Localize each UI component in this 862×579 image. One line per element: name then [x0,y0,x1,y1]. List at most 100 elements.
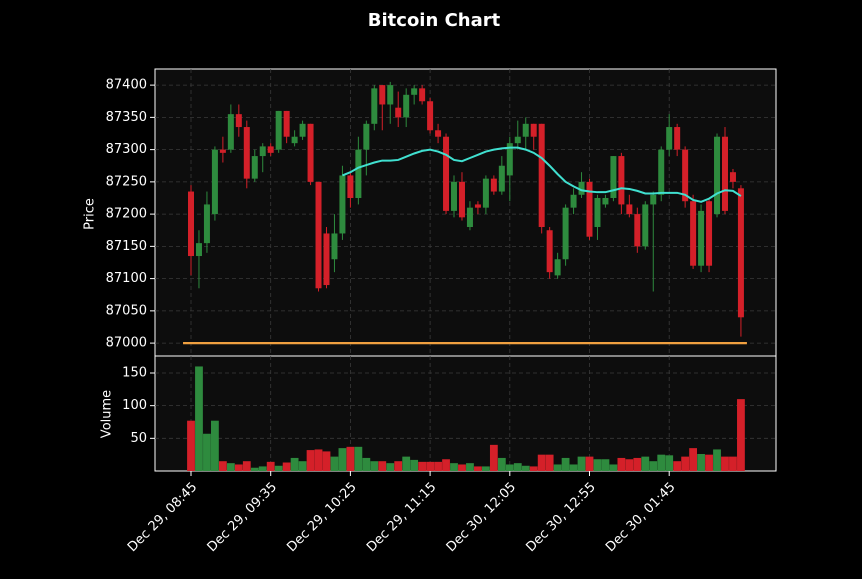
volume-bar [458,464,466,471]
candle-body [721,136,728,211]
candle-body [729,172,736,182]
volume-bar [569,464,578,471]
volume-bar [386,463,395,471]
volume-bar [673,461,682,471]
y-tick-label: 50 [130,431,147,446]
candle-body [674,127,681,150]
y-tick-label: 87000 [106,336,147,351]
volume-bar [322,451,331,471]
y-tick-label: 87050 [106,303,147,318]
volume-bar [505,464,514,471]
volume-bar [474,466,482,471]
volume-bar [705,454,713,471]
volume-bar [426,461,434,471]
volume-bar [314,449,323,471]
volume-bar [466,463,474,471]
candle-body [203,204,210,244]
y-tick-label: 87150 [106,239,147,254]
candle-body [498,165,505,192]
volume-bar [402,456,411,471]
volume-bar [234,464,243,471]
volume-bar [250,467,259,471]
volume-bar [266,461,275,471]
volume-bar [545,454,554,471]
candle-body [379,85,386,105]
volume-bar [354,446,363,471]
candle-body [451,181,458,211]
candle-body [466,207,473,228]
candle-body [522,123,529,137]
candle-body [315,181,322,289]
candle-body [251,156,258,179]
price-panel [154,68,777,357]
chart-title: Bitcoin Chart [368,10,501,31]
volume-bar [298,461,307,471]
volume-bar [203,433,211,471]
volume-bar [195,366,203,471]
candle-body [642,204,649,247]
volume-bar [625,459,634,471]
volume-panel [154,355,777,472]
candle-body [538,123,545,228]
volume-bar [226,463,235,471]
volume-bar [521,465,530,471]
volume-bar [697,454,705,471]
volume-bar [306,450,315,471]
candle-body [458,181,465,218]
candle-body [395,107,402,118]
volume-bar [362,457,371,471]
candle-body [610,156,617,198]
volume-bar [450,463,458,471]
candle-body [634,214,641,247]
volume-bar [561,457,570,471]
candle-body [586,181,593,237]
candle-body [291,136,298,144]
candle-body [195,243,202,257]
candle-body [626,204,633,215]
volume-bar [338,448,347,471]
candle-body [706,201,713,266]
volume-bar [489,444,498,471]
candle-body [570,194,577,208]
candle-body [363,123,370,150]
volume-bar [529,466,538,471]
volume-bar [617,457,626,471]
volume-axis-label: Volume [100,390,115,438]
volume-bar [497,457,506,471]
candle-body [578,181,585,195]
candle-body [506,143,513,176]
volume-bar [713,449,721,471]
volume-bar [513,463,522,471]
candle-body [235,114,242,128]
candle-body [411,88,418,95]
y-tick-label: 87400 [106,78,147,93]
candle-body [227,114,234,150]
candle-body [299,123,306,137]
volume-bar [609,464,618,471]
candle-body [690,201,697,266]
volume-bar [258,466,267,471]
volume-bar [434,461,442,471]
candle-body [443,136,450,211]
volume-bar [593,459,602,471]
candle-body [188,191,194,257]
candle-body [211,149,218,215]
candle-body [339,175,346,234]
y-tick-label: 150 [122,365,147,380]
candle-body [347,175,354,198]
volume-bar [553,464,562,471]
candle-body [594,197,601,228]
volume-bar [577,456,586,471]
y-axis-label: Price [83,198,98,230]
candle-body [530,123,537,137]
volume-bar [282,462,291,471]
candle-body [490,178,497,192]
volume-bar [370,461,379,471]
moving-average-line [342,146,742,203]
candle-body [682,149,689,202]
volume-bar [330,456,339,471]
y-tick-label: 87300 [106,142,147,157]
candle-body [602,197,609,205]
candle-body [737,188,744,318]
candle-body [219,149,226,153]
